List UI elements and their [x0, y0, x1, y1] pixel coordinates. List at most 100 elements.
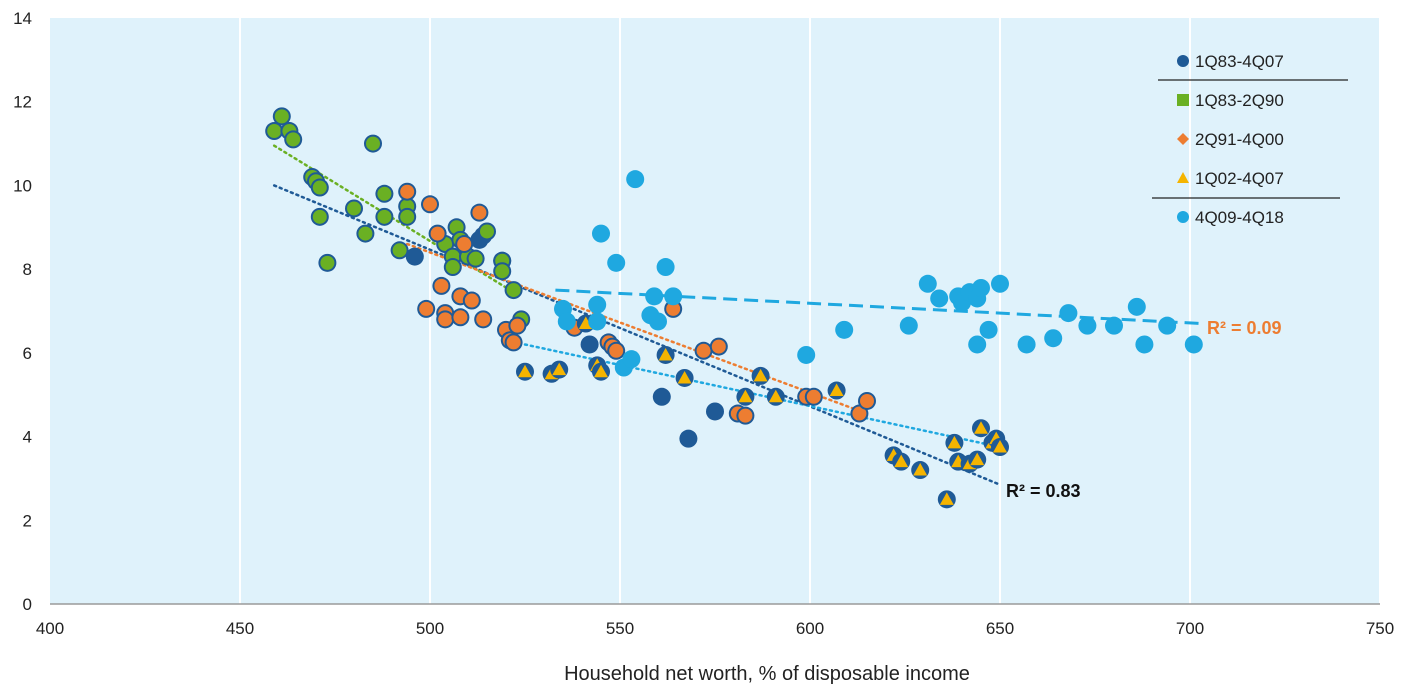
y-tick-label: 8	[23, 260, 32, 279]
data-point-series-3	[451, 308, 470, 327]
y-tick-label: 12	[13, 93, 32, 112]
data-point-series-4	[751, 366, 770, 385]
data-point-series-3	[436, 310, 455, 329]
data-point-series-3	[470, 203, 489, 222]
data-point-series-3	[398, 182, 417, 201]
data-point-series-5	[1078, 316, 1097, 335]
data-point-series-1	[652, 387, 671, 406]
trendline	[405, 242, 869, 415]
data-point-series-5	[899, 316, 918, 335]
data-point-series-1	[580, 335, 599, 354]
data-point-series-4	[892, 452, 911, 471]
data-point-series-2	[466, 249, 485, 268]
data-point-series-2	[345, 199, 363, 218]
data-point-series-4	[736, 387, 755, 406]
data-point-series-3	[417, 299, 436, 318]
x-tick-label: 400	[36, 619, 64, 638]
legend-marker	[1177, 133, 1189, 145]
data-point-series-3	[508, 316, 527, 335]
x-axis-label: Household net worth, % of disposable inc…	[564, 663, 970, 685]
x-tick-label: 550	[606, 619, 634, 638]
data-point-series-4	[592, 362, 610, 381]
data-point-series-2	[478, 222, 496, 241]
data-point-series-5	[622, 350, 641, 369]
data-point-series-5	[607, 253, 626, 272]
data-point-series-4	[516, 362, 534, 381]
data-point-series-5	[1135, 335, 1154, 354]
data-point-series-5	[991, 274, 1009, 293]
data-point-series-2	[272, 107, 291, 126]
data-point-series-5	[1059, 304, 1078, 323]
x-tick-label: 500	[416, 619, 444, 638]
data-point-series-1	[706, 402, 724, 421]
data-point-series-5	[918, 274, 937, 293]
data-point-series-5	[664, 287, 683, 306]
data-point-series-1	[679, 429, 698, 448]
x-tick-label: 450	[226, 619, 254, 638]
data-point-series-2	[318, 253, 337, 272]
legend-label: 4Q09-4Q18	[1195, 208, 1284, 227]
data-point-series-5	[588, 295, 607, 314]
y-tick-label: 4	[23, 428, 32, 447]
data-point-series-4	[827, 381, 846, 400]
data-point-series-3	[455, 235, 474, 254]
data-point-series-5	[649, 312, 667, 331]
data-point-series-3	[709, 337, 728, 356]
data-point-series-2	[356, 224, 375, 243]
data-point-series-5	[645, 287, 664, 306]
axes: 400 450 500 550 600 650 700 750 0 2 4 6 8 10 12 14	[13, 9, 1394, 638]
data-point-series-5	[979, 320, 998, 339]
data-point-series-3	[421, 195, 439, 214]
data-point-series-3	[694, 341, 713, 360]
plot-area	[50, 18, 1380, 604]
x-tick-label: 750	[1366, 619, 1394, 638]
data-point-series-2	[443, 258, 462, 277]
data-point-series-2	[364, 134, 382, 153]
data-point-series-5	[626, 170, 645, 189]
data-point-series-3	[664, 299, 683, 318]
data-point-series-5	[835, 320, 854, 339]
data-point-series-4	[937, 490, 956, 509]
y-tick-label: 10	[13, 176, 32, 195]
data-point-series-4	[550, 360, 569, 379]
data-point-series-2	[398, 207, 417, 226]
data-point-series-2	[504, 281, 523, 300]
data-point-series-3	[432, 276, 451, 295]
data-point-series-5	[588, 312, 607, 331]
data-point-series-5	[972, 278, 990, 297]
data-point-series-4	[911, 461, 930, 480]
legend-marker	[1177, 172, 1189, 183]
r-squared-label-all: R² = 0.83	[1006, 481, 1081, 501]
data-point-series-2	[375, 207, 394, 226]
data-point-series-2	[265, 122, 284, 141]
y-tick-label: 2	[23, 511, 32, 530]
trendline	[272, 184, 1002, 486]
r-squared-label-recent: R² = 0.09	[1207, 318, 1282, 338]
data-point-series-5	[592, 224, 610, 243]
data-point-series-4	[968, 450, 987, 469]
y-tick-label: 0	[23, 595, 32, 614]
data-point-series-1	[405, 247, 424, 266]
data-point-series-5	[1184, 335, 1203, 354]
legend-label: 2Q91-4Q00	[1195, 130, 1284, 149]
data-point-series-5	[1158, 316, 1177, 335]
data-point-series-5	[1044, 329, 1063, 348]
data-point-series-3	[428, 224, 447, 243]
legend: 1Q83-4Q07 1Q83-2Q90 2Q91-4Q00 1Q02-4Q07 4Q09…	[1152, 52, 1348, 227]
data-point-series-2	[310, 178, 329, 197]
data-point-series-5	[1105, 316, 1123, 335]
data-point-series-5	[968, 335, 987, 354]
data-point-series-2	[375, 184, 394, 203]
y-tick-label: 6	[23, 344, 32, 363]
y-tick-label: 14	[13, 9, 32, 28]
data-point-series-3	[736, 406, 755, 425]
data-point-series-5	[1127, 297, 1146, 316]
data-point-series-2	[390, 241, 409, 260]
data-point-series-5	[1017, 335, 1036, 354]
data-point-series-4	[766, 387, 785, 406]
data-point-series-4	[656, 345, 675, 364]
legend-marker	[1177, 94, 1189, 106]
x-tick-label: 650	[986, 619, 1014, 638]
data-point-series-3	[462, 291, 481, 310]
data-point-series-3	[858, 391, 876, 410]
